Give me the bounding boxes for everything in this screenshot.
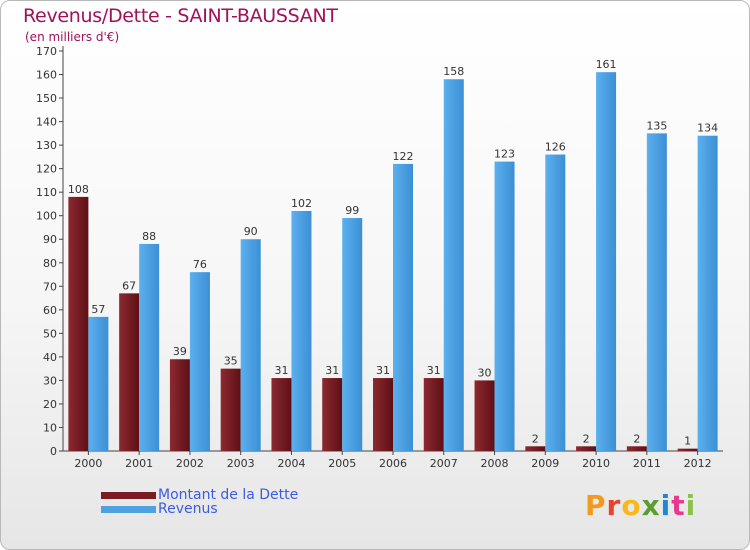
data-label-dette: 31 — [427, 364, 441, 377]
y-tick-label: 20 — [43, 398, 57, 411]
data-label-revenus: 57 — [91, 303, 105, 316]
data-label-dette: 35 — [224, 355, 238, 368]
bar-dette — [373, 378, 393, 451]
bar-revenus — [494, 161, 515, 451]
y-tick-label: 10 — [43, 421, 57, 434]
y-tick-label: 60 — [43, 304, 57, 317]
x-tick-label: 2001 — [125, 457, 153, 470]
data-label-revenus: 134 — [697, 122, 718, 135]
data-label-dette: 31 — [325, 364, 339, 377]
x-tick-label: 2003 — [227, 457, 255, 470]
bar-dette — [423, 378, 444, 451]
y-tick-label: 80 — [43, 257, 57, 270]
proxiti-logo: Proxiti — [585, 489, 697, 522]
data-label-dette: 1 — [684, 435, 691, 448]
bar-dette — [169, 359, 190, 451]
legend-label-dette: Montant de la Dette — [158, 487, 299, 503]
bar-revenus — [291, 211, 312, 451]
x-tick-label: 2010 — [582, 457, 610, 470]
x-tick-label: 2009 — [531, 457, 559, 470]
chart-title: Revenus/Dette - SAINT-BAUSSANT — [23, 5, 338, 27]
bar-dette — [68, 196, 89, 451]
bar-dette — [220, 368, 241, 451]
y-tick-label: 170 — [36, 45, 57, 58]
data-label-revenus: 126 — [545, 141, 566, 154]
y-tick-label: 130 — [36, 139, 57, 152]
legend-item-dette: Montant de la Dette — [101, 487, 299, 503]
bar-dette — [677, 448, 698, 451]
bar-dette — [474, 380, 495, 451]
x-tick-label: 2011 — [633, 457, 661, 470]
y-tick-label: 150 — [36, 92, 57, 105]
bar-revenus — [646, 133, 667, 451]
data-label-revenus: 102 — [291, 197, 312, 210]
data-label-dette: 2 — [583, 432, 590, 445]
data-label-dette: 31 — [274, 364, 288, 377]
bar-revenus — [697, 135, 718, 452]
data-label-revenus: 161 — [596, 58, 617, 71]
data-label-revenus: 135 — [646, 119, 667, 132]
y-tick-label: 30 — [43, 374, 57, 387]
data-label-revenus: 122 — [393, 150, 414, 163]
data-label-revenus: 99 — [345, 204, 359, 217]
y-tick-label: 110 — [36, 186, 57, 199]
legend: Montant de la Dette Revenus — [101, 487, 299, 517]
bar-revenus — [189, 272, 210, 451]
bar-dette — [576, 446, 597, 451]
bar-revenus — [342, 218, 363, 451]
bar-revenus — [88, 316, 109, 451]
bar-dette — [525, 446, 546, 451]
y-tick-label: 160 — [36, 69, 57, 82]
y-tick-label: 140 — [36, 116, 57, 129]
legend-swatch-dette — [101, 491, 156, 499]
data-label-dette: 67 — [122, 279, 136, 292]
data-label-dette: 39 — [173, 345, 187, 358]
bar-dette — [626, 446, 647, 451]
legend-label-revenus: Revenus — [158, 501, 218, 517]
x-tick-label: 2004 — [277, 457, 305, 470]
data-label-revenus: 158 — [443, 65, 464, 78]
x-tick-label: 2005 — [328, 457, 356, 470]
y-tick-label: 40 — [43, 351, 57, 364]
bar-dette — [119, 293, 140, 451]
bar-revenus — [596, 72, 617, 452]
bar-dette — [322, 378, 343, 451]
y-tick-label: 50 — [43, 327, 57, 340]
bar-revenus — [139, 243, 160, 451]
y-tick-label: 0 — [50, 445, 57, 458]
data-label-revenus: 76 — [193, 258, 207, 271]
data-label-dette: 31 — [376, 364, 390, 377]
x-tick-label: 2007 — [430, 457, 458, 470]
bar-dette — [271, 378, 292, 451]
legend-item-revenus: Revenus — [101, 501, 298, 517]
data-label-dette: 30 — [478, 366, 492, 379]
data-label-dette: 2 — [633, 432, 640, 445]
y-tick-label: 70 — [43, 280, 57, 293]
legend-swatch-revenus — [101, 505, 156, 513]
bar-revenus — [443, 79, 464, 451]
x-tick-label: 2000 — [74, 457, 102, 470]
y-tick-label: 100 — [36, 210, 57, 223]
data-label-revenus: 88 — [142, 230, 156, 243]
y-tick-label: 90 — [43, 233, 57, 246]
chart-subtitle: (en milliers d'€) — [25, 30, 120, 44]
data-label-dette: 108 — [68, 183, 89, 196]
y-tick-label: 120 — [36, 163, 57, 176]
data-label-revenus: 90 — [244, 225, 258, 238]
bar-revenus — [545, 154, 566, 451]
data-label-revenus: 123 — [494, 148, 515, 161]
x-tick-label: 2008 — [481, 457, 509, 470]
data-label-dette: 2 — [532, 432, 539, 445]
x-tick-label: 2006 — [379, 457, 407, 470]
bar-revenus — [393, 163, 413, 452]
x-tick-label: 2012 — [684, 457, 712, 470]
x-tick-label: 2002 — [176, 457, 204, 470]
bar-revenus — [240, 239, 261, 451]
